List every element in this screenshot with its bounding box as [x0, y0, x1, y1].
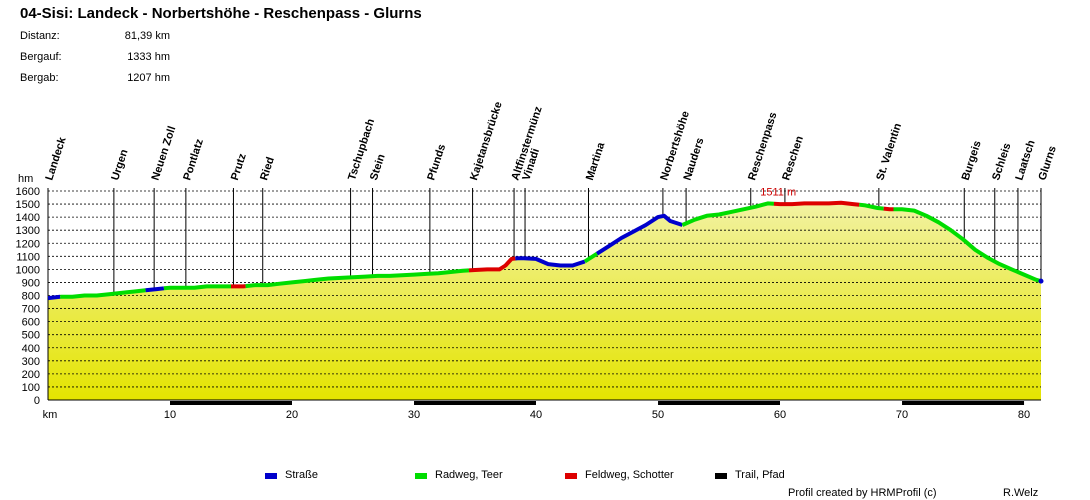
route-segment-road: [595, 213, 684, 256]
stat-label: Distanz:: [20, 30, 60, 42]
y-tick-label: 800: [22, 291, 40, 303]
route-segment-gravel: [773, 200, 860, 207]
y-tick-label: 200: [22, 369, 40, 381]
route-segment-bike: [681, 201, 774, 227]
stat-descent: Bergab: 1207 hm: [20, 72, 170, 93]
route-segment-bike: [60, 288, 146, 299]
route-segment-gravel: [883, 206, 894, 212]
stats-panel: Distanz: 81,39 km Bergauf: 1333 hm Berga…: [20, 30, 170, 93]
place-label: Martina: [584, 140, 608, 182]
stat-value: 1333 hm: [127, 51, 170, 63]
y-tick-label: 1100: [16, 251, 40, 263]
stat-label: Bergab:: [20, 72, 59, 84]
x-tick-label: 20: [286, 409, 298, 421]
y-tick-label: 1400: [16, 212, 40, 224]
place-label: Landeck: [43, 135, 68, 182]
x-tick-label: 70: [896, 409, 908, 421]
route-segment-bike: [583, 252, 599, 264]
route-segment-road: [145, 286, 165, 293]
route-segment-gravel: [468, 256, 516, 273]
x-tick-label: 30: [408, 409, 420, 421]
place-label: Prutz: [229, 152, 249, 182]
place-label: Pontlatz: [181, 137, 206, 182]
stat-distance: Distanz: 81,39 km: [20, 30, 170, 51]
legend-label: Radweg, Teer: [435, 469, 503, 481]
y-tick-label: 1500: [16, 199, 40, 211]
x-tick-label: 40: [530, 409, 542, 421]
y-tick-label: 1200: [16, 238, 40, 250]
legend-swatch-bike: [415, 473, 427, 479]
place-label: Ried: [258, 156, 277, 182]
x-axis-band: [48, 401, 171, 405]
legend-label: Straße: [285, 469, 319, 481]
y-tick-label: 1600: [16, 186, 40, 198]
place-label: Neuen Zoll: [150, 125, 179, 182]
x-tick-label: 60: [774, 409, 786, 421]
route-segment-bike: [893, 207, 1041, 283]
stat-ascent: Bergauf: 1333 hm: [20, 51, 170, 72]
route-segment-bike: [245, 268, 469, 289]
y-tick-label: 400: [22, 343, 40, 355]
author-text: R.Welz: [1003, 487, 1039, 499]
place-label: Schleis: [990, 142, 1013, 182]
legend-swatch-gravel: [565, 473, 577, 479]
place-label: Glurns: [1036, 145, 1058, 182]
place-label: Reschen: [780, 134, 806, 182]
x-axis-band: [170, 401, 293, 405]
y-tick-label: 300: [22, 356, 40, 368]
place-label: St. Valentin: [874, 122, 904, 182]
x-axis-band: [292, 401, 415, 405]
place-label: Burgeis: [960, 139, 984, 182]
y-tick-label: 0: [34, 395, 40, 407]
y-tick-label: 700: [22, 304, 40, 316]
stat-value: 1207 hm: [127, 72, 170, 84]
credit-text: Profil created by HRMProfil (c): [788, 487, 937, 499]
route-end-dot: [1038, 278, 1044, 284]
place-label: Stein: [368, 152, 388, 182]
y-tick-label: 100: [22, 382, 40, 394]
y-tick-label: 600: [22, 317, 40, 329]
x-axis-band: [658, 401, 781, 405]
y-tick-label: 500: [22, 330, 40, 342]
max-elevation-label: 1511 m: [760, 187, 796, 199]
legend-label: Feldweg, Schotter: [585, 469, 674, 481]
route-segment-bike: [859, 202, 884, 211]
stat-label: Bergauf:: [20, 51, 62, 63]
y-tick-label: 1000: [16, 264, 40, 276]
x-axis-band: [780, 401, 903, 405]
stat-value: 81,39 km: [124, 30, 170, 42]
legend-label: Trail, Pfad: [735, 469, 785, 481]
place-label: Nauders: [682, 136, 707, 182]
legend-swatch-trail: [715, 473, 727, 479]
x-axis-label: km: [43, 409, 58, 421]
route-segment-road: [47, 294, 61, 301]
y-tick-label: 1300: [16, 225, 40, 237]
legend-swatch-road: [265, 473, 277, 479]
x-axis-band: [414, 401, 537, 405]
page-title: 04-Sisi: Landeck - Norbertshöhe - Resche…: [20, 5, 422, 22]
x-axis-band: [902, 401, 1025, 405]
x-tick-label: 80: [1018, 409, 1030, 421]
y-axis-label: hm: [18, 173, 33, 185]
x-tick-label: 50: [652, 409, 664, 421]
place-label: Kajetansbrücke: [468, 100, 505, 182]
place-label: Reschenpass: [746, 111, 779, 182]
place-label: Pfunds: [425, 143, 448, 182]
route-segment-bike: [163, 284, 231, 291]
place-label: Laatsch: [1013, 138, 1037, 182]
x-axis-band: [536, 401, 659, 405]
y-tick-label: 900: [22, 277, 40, 289]
profile-area: [48, 202, 1041, 400]
route-segment-road: [515, 256, 586, 268]
x-tick-label: 10: [164, 409, 176, 421]
place-label: Urgen: [109, 148, 130, 182]
